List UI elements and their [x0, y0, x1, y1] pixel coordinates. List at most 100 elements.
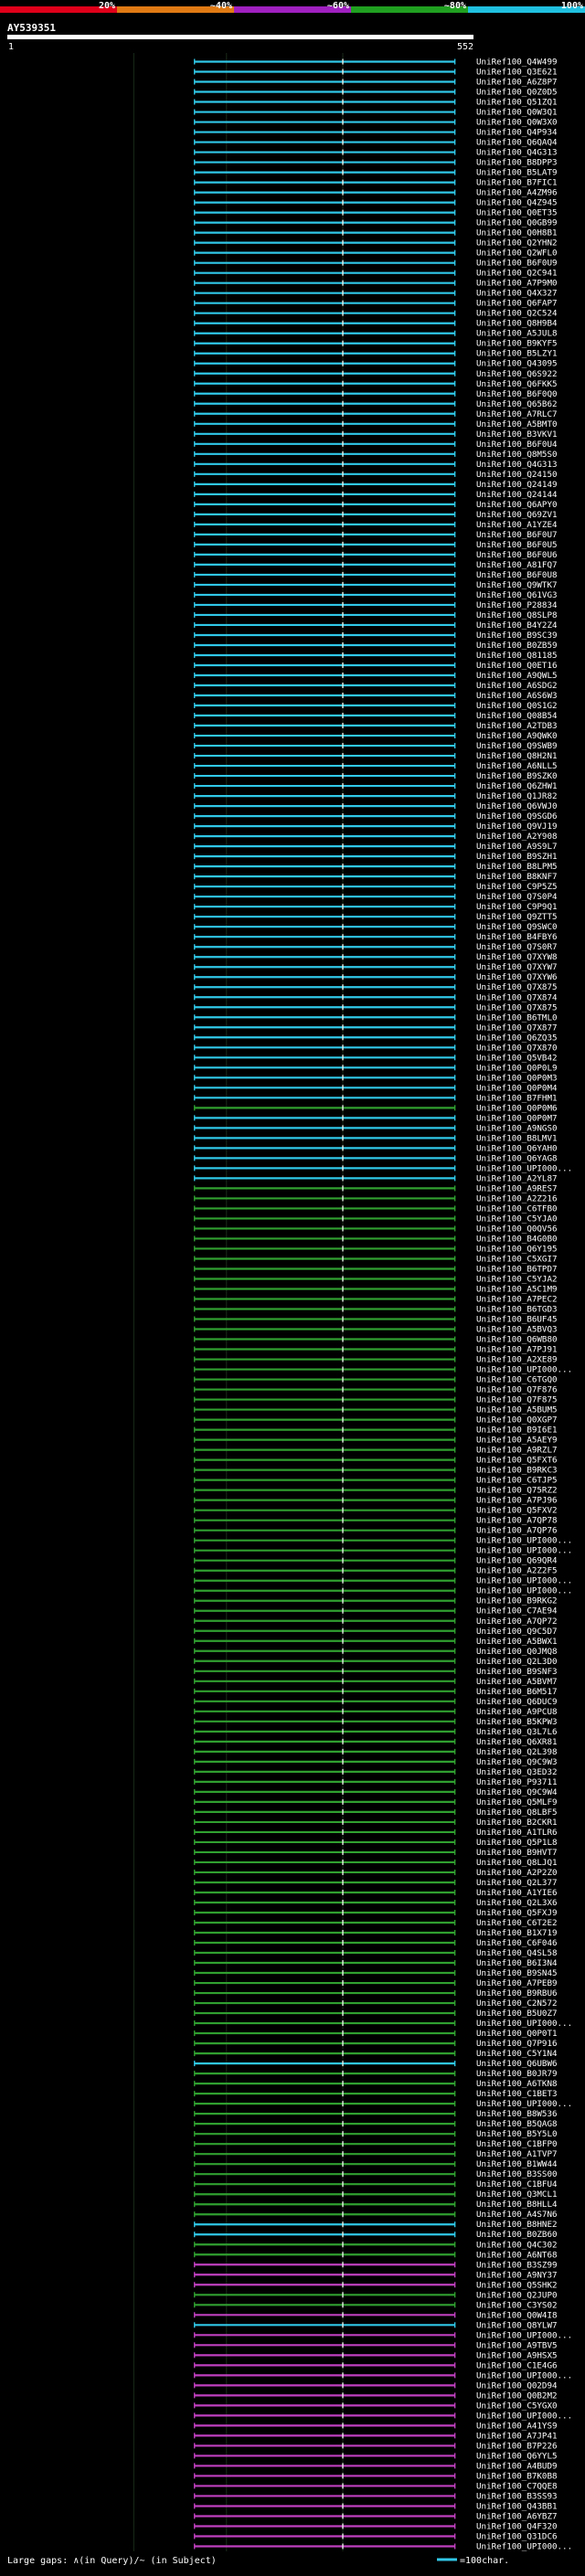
hit-label[interactable]: UniRef100_B7K0B8 — [476, 2471, 558, 2481]
hit-label[interactable]: UniRef100_B4G0B0 — [476, 1234, 558, 1244]
hit-label[interactable]: UniRef100_A7QP78 — [476, 1516, 558, 1526]
hit-label[interactable]: UniRef100_A6S6W3 — [476, 691, 558, 701]
hit-label[interactable]: UniRef100_Q6UBW6 — [476, 2059, 558, 2069]
hit-label[interactable]: UniRef100_B6F0U6 — [476, 550, 558, 560]
hit-label[interactable]: UniRef100_C5YGX0 — [476, 2401, 558, 2411]
hit-label[interactable]: UniRef100_Q0JMQ8 — [476, 1647, 558, 1657]
hit-label[interactable]: UniRef100_C5XGI7 — [476, 1254, 558, 1264]
hit-label[interactable]: UniRef100_A4ZM96 — [476, 188, 558, 198]
hit-label[interactable]: UniRef100_Q0P0M7 — [476, 1113, 558, 1123]
hit-label[interactable]: UniRef100_B6TPD7 — [476, 1264, 558, 1274]
hit-label[interactable]: UniRef100_A7RLC7 — [476, 409, 558, 419]
hit-label[interactable]: UniRef100_Q9C5D7 — [476, 1627, 558, 1637]
hit-label[interactable]: UniRef100_A7PEB9 — [476, 1978, 558, 1988]
hit-label[interactable]: UniRef100_B6F0U4 — [476, 440, 558, 450]
hit-label[interactable]: UniRef100_B9RBU6 — [476, 1988, 558, 1998]
hit-label[interactable]: UniRef100_Q7X875 — [476, 982, 558, 992]
hit-label[interactable]: UniRef100_Q43BB1 — [476, 2501, 558, 2511]
hit-label[interactable]: UniRef100_A2XE89 — [476, 1355, 558, 1365]
hit-label[interactable]: UniRef100_A9NGS0 — [476, 1123, 558, 1133]
hit-label[interactable]: UniRef100_B8LPM5 — [476, 862, 558, 872]
hit-label[interactable]: UniRef100_Q51ZQ1 — [476, 98, 558, 108]
hit-label[interactable]: UniRef100_A9NY37 — [476, 2270, 558, 2280]
hit-label[interactable]: UniRef100_Q0W3Q1 — [476, 108, 558, 118]
hit-label[interactable]: UniRef100_Q4W499 — [476, 58, 558, 68]
hit-label[interactable]: UniRef100_A41YS9 — [476, 2421, 558, 2431]
hit-label[interactable]: UniRef100_B0ZB59 — [476, 641, 558, 651]
hit-label[interactable]: UniRef100_B8KNF7 — [476, 872, 558, 882]
hit-label[interactable]: UniRef100_Q3ED32 — [476, 1767, 558, 1777]
hit-label[interactable]: UniRef100_Q1JR82 — [476, 791, 558, 801]
hit-label[interactable]: UniRef100_B0JR79 — [476, 2069, 558, 2079]
hit-label[interactable]: UniRef100_Q6S922 — [476, 369, 558, 379]
hit-label[interactable]: UniRef100_B8HLL4 — [476, 2200, 558, 2210]
hit-label[interactable]: UniRef100_A7QP76 — [476, 1526, 558, 1536]
hit-label[interactable]: UniRef100_Q8LBF5 — [476, 1807, 558, 1818]
hit-label[interactable]: UniRef100_A9S9L7 — [476, 842, 558, 852]
hit-label[interactable]: UniRef100_A5JUL8 — [476, 329, 558, 339]
hit-label[interactable]: UniRef100_B5QAG8 — [476, 2119, 558, 2129]
hit-label[interactable]: UniRef100_A6YBZ7 — [476, 2511, 558, 2521]
hit-label[interactable]: UniRef100_UPI000... — [476, 1586, 572, 1596]
hit-label[interactable]: UniRef100_Q0Z0D5 — [476, 88, 558, 98]
hit-label[interactable]: UniRef100_Q7XYW8 — [476, 952, 558, 962]
hit-label[interactable]: UniRef100_B9RKG2 — [476, 1596, 558, 1606]
hit-label[interactable]: UniRef100_B5KPW3 — [476, 1717, 558, 1727]
hit-label[interactable]: UniRef100_B1WW44 — [476, 2159, 558, 2169]
hit-label[interactable]: UniRef100_Q2YHN2 — [476, 239, 558, 249]
hit-label[interactable]: UniRef100_C5Y1N4 — [476, 2049, 558, 2059]
hit-label[interactable]: UniRef100_Q24149 — [476, 480, 558, 490]
hit-label[interactable]: UniRef100_Q7F875 — [476, 1395, 558, 1405]
hit-label[interactable]: UniRef100_Q6YAG8 — [476, 1153, 558, 1163]
hit-label[interactable]: UniRef100_Q7X875 — [476, 1002, 558, 1012]
hit-label[interactable]: UniRef100_Q0H8B1 — [476, 228, 558, 239]
hit-label[interactable]: UniRef100_Q81185 — [476, 651, 558, 661]
hit-label[interactable]: UniRef100_C7QQE8 — [476, 2481, 558, 2491]
hit-label[interactable]: UniRef100_Q4C302 — [476, 2240, 558, 2250]
hit-label[interactable]: UniRef100_B6F0U9 — [476, 259, 558, 269]
hit-label[interactable]: UniRef100_A2YL87 — [476, 1173, 558, 1183]
hit-label[interactable]: UniRef100_Q6FAP7 — [476, 299, 558, 309]
hit-label[interactable]: UniRef100_Q31DC6 — [476, 2531, 558, 2541]
hit-label[interactable]: UniRef100_UPI000... — [476, 2330, 572, 2340]
hit-label[interactable]: UniRef100_C5YJA2 — [476, 1274, 558, 1284]
hit-label[interactable]: UniRef100_Q7S0P4 — [476, 892, 558, 902]
hit-label[interactable]: UniRef100_Q7X870 — [476, 1043, 558, 1053]
hit-label[interactable]: UniRef100_UPI000... — [476, 1576, 572, 1586]
hit-label[interactable]: UniRef100_Q2L398 — [476, 1747, 558, 1757]
hit-label[interactable]: UniRef100_Q3L7L6 — [476, 1727, 558, 1737]
hit-label[interactable]: UniRef100_Q5VB42 — [476, 1053, 558, 1063]
hit-label[interactable]: UniRef100_Q7S0R7 — [476, 942, 558, 952]
hit-label[interactable]: UniRef100_Q0S1G2 — [476, 701, 558, 711]
hit-label[interactable]: UniRef100_UPI000... — [476, 1163, 572, 1173]
hit-label[interactable]: UniRef100_B8HNE2 — [476, 2220, 558, 2230]
hit-label[interactable]: UniRef100_B0ZB60 — [476, 2230, 558, 2240]
hit-label[interactable]: UniRef100_A1TLR6 — [476, 1828, 558, 1838]
hit-label[interactable]: UniRef100_C7AE94 — [476, 1606, 558, 1617]
hit-label[interactable]: UniRef100_Q2JUP0 — [476, 2290, 558, 2300]
hit-label[interactable]: UniRef100_C1BFU4 — [476, 2179, 558, 2189]
hit-label[interactable]: UniRef100_B8DPP3 — [476, 158, 558, 168]
hit-label[interactable]: UniRef100_C1BFP0 — [476, 2139, 558, 2149]
hit-label[interactable]: UniRef100_Q0QV56 — [476, 1224, 558, 1234]
hit-label[interactable]: UniRef100_A7P9M0 — [476, 279, 558, 289]
hit-label[interactable]: UniRef100_Q0W4I8 — [476, 2310, 558, 2320]
hit-label[interactable]: UniRef100_Q24144 — [476, 490, 558, 500]
hit-label[interactable]: UniRef100_Q5P1L8 — [476, 1838, 558, 1848]
hit-label[interactable]: UniRef100_UPI000... — [476, 1536, 572, 1546]
hit-label[interactable]: UniRef100_Q2C524 — [476, 309, 558, 319]
hit-label[interactable]: UniRef100_A5AEY9 — [476, 1436, 558, 1446]
hit-label[interactable]: UniRef100_P93711 — [476, 1777, 558, 1787]
hit-label[interactable]: UniRef100_C2N572 — [476, 1998, 558, 2009]
hit-label[interactable]: UniRef100_Q8M5S0 — [476, 450, 558, 460]
hit-label[interactable]: UniRef100_Q5MLF9 — [476, 1797, 558, 1807]
hit-label[interactable]: UniRef100_Q24150 — [476, 470, 558, 480]
hit-label[interactable]: UniRef100_A2TDB3 — [476, 721, 558, 731]
hit-label[interactable]: UniRef100_Q9VJ19 — [476, 822, 558, 832]
hit-label[interactable]: UniRef100_A7PJ91 — [476, 1345, 558, 1355]
hit-label[interactable]: UniRef100_A9RES7 — [476, 1183, 558, 1193]
hit-label[interactable]: UniRef100_Q6DUC9 — [476, 1697, 558, 1707]
hit-label[interactable]: UniRef100_Q4G313 — [476, 460, 558, 470]
hit-label[interactable]: UniRef100_B8LMV1 — [476, 1133, 558, 1143]
hit-label[interactable]: UniRef100_Q6APY0 — [476, 500, 558, 510]
